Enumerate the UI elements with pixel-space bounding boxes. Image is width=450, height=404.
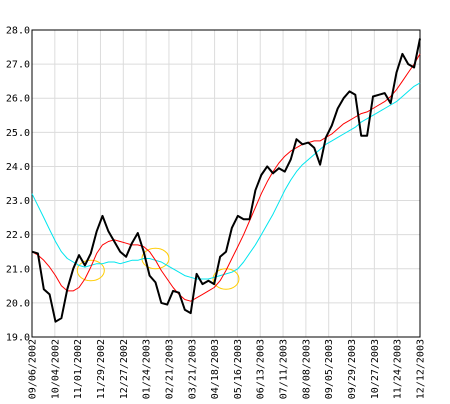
x-tick-label: 10/04/2002 — [50, 339, 61, 399]
x-tick-label: 09/06/2002 — [28, 339, 39, 399]
x-tick-label: 11/01/2002 — [73, 339, 84, 399]
series-lines — [31, 38, 421, 323]
x-tick-label: 07/11/2003 — [279, 339, 290, 399]
x-tick-label: 01/24/2003 — [142, 339, 153, 399]
annotation-ellipse — [76, 259, 105, 282]
y-tick-label: 27.0 — [6, 60, 30, 71]
x-tick-label: 12/27/2002 — [119, 339, 130, 399]
x-tick-label: 05/16/2003 — [233, 339, 244, 399]
x-tick-label: 11/29/2002 — [96, 339, 107, 399]
cyan-average-line — [31, 82, 421, 280]
x-tick-label: 10/27/2003 — [370, 339, 381, 399]
y-tick-label: 21.0 — [6, 264, 30, 275]
y-tick-label: 24.0 — [6, 162, 30, 173]
x-tick-label: 04/18/2003 — [210, 339, 221, 399]
y-axis-tick-labels: 19.0 20.0 21.0 22.0 23.0 24.0 25.0 26.0 27.0 28.0 — [6, 26, 30, 344]
y-tick-label: 23.0 — [6, 196, 30, 207]
x-tick-label: 09/05/2003 — [324, 339, 335, 399]
red-average-line — [31, 53, 421, 302]
x-tick-label: 06/13/2003 — [256, 339, 267, 399]
y-tick-label: 28.0 — [6, 26, 30, 37]
y-tick-label: 26.0 — [6, 94, 30, 105]
x-tick-label: 11/24/2003 — [393, 339, 404, 399]
x-tick-label: 09/29/2003 — [347, 339, 358, 399]
y-tick-label: 20.0 — [6, 298, 30, 309]
y-tick-label: 22.0 — [6, 230, 30, 241]
y-tick-label: 19.0 — [6, 333, 30, 344]
x-tick-label: 08/08/2003 — [301, 339, 312, 399]
x-tick-label: 02/21/2003 — [164, 339, 175, 399]
plot-frame — [31, 29, 421, 338]
price-line — [31, 38, 421, 323]
x-axis-tick-labels: 09/06/2002 10/04/2002 11/01/2002 11/29/2002… — [28, 339, 427, 399]
y-tick-label: 25.0 — [6, 128, 30, 139]
x-tick-label: 12/12/2003 — [416, 339, 427, 399]
gridlines — [31, 29, 421, 338]
annotation-ellipse — [212, 268, 240, 290]
x-tick-label: 03/21/2003 — [187, 339, 198, 399]
